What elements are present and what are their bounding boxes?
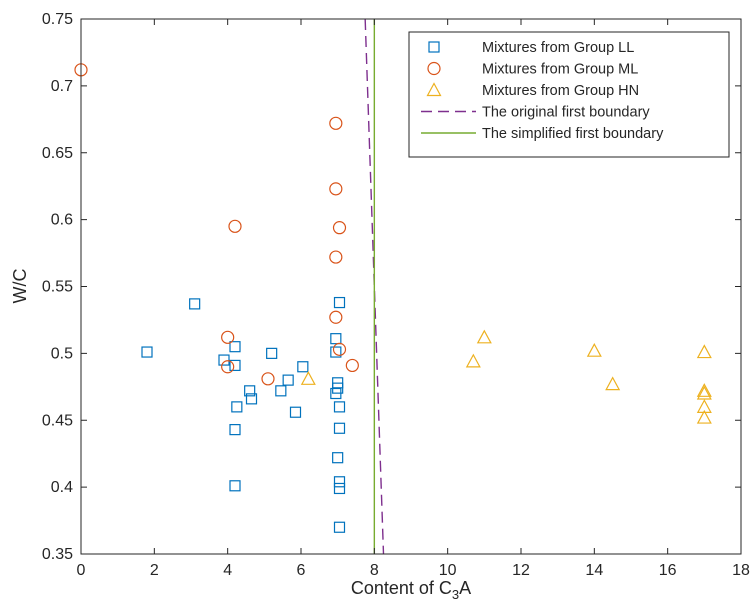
y-axis-title: W/C xyxy=(10,269,30,304)
data-point-s2-7 xyxy=(329,182,343,196)
data-point-s1-17 xyxy=(330,346,342,358)
data-point-s3-4 xyxy=(586,342,602,357)
x-tick-label: 10 xyxy=(439,562,457,579)
x-tick-label: 14 xyxy=(585,562,603,579)
y-tick-label: 0.4 xyxy=(51,479,73,496)
data-point-s1-10 xyxy=(245,393,258,405)
y-tick-label: 0.35 xyxy=(42,546,73,563)
data-point-s3-1 xyxy=(300,371,316,385)
y-tick-label: 0.6 xyxy=(51,212,73,229)
y-tick-label: 0.55 xyxy=(42,279,73,296)
y-tick-label: 0.5 xyxy=(51,345,73,362)
data-point-s2-10 xyxy=(329,310,343,324)
data-point-s1-5 xyxy=(229,341,241,353)
data-point-s2-5 xyxy=(261,372,275,386)
data-point-s1-27 xyxy=(333,521,346,533)
data-point-s1-25 xyxy=(333,476,346,488)
x-tick-label: 4 xyxy=(223,562,232,579)
legend-symbol-2 xyxy=(427,61,441,76)
data-point-s1-11 xyxy=(266,347,278,359)
data-point-s1-9 xyxy=(244,385,256,397)
data-point-s3-5 xyxy=(605,376,621,391)
data-point-s2-9 xyxy=(329,250,343,264)
data-point-s3-8 xyxy=(696,385,712,400)
data-point-s1-12 xyxy=(275,385,287,397)
legend-label-4: The original first boundary xyxy=(482,105,650,121)
data-point-s1-3 xyxy=(218,354,230,366)
legend-label-1: Mixtures from Group LL xyxy=(482,40,634,56)
y-tick-label: 0.65 xyxy=(42,145,73,162)
data-point-s1-16 xyxy=(330,333,342,345)
data-point-s2-11 xyxy=(332,342,347,356)
data-point-s1-22 xyxy=(333,401,346,413)
data-point-s1-23 xyxy=(333,422,346,434)
legend: Mixtures from Group LL Mixtures from Grou… xyxy=(408,31,730,158)
axis-ticks: 0 2 4 6 8 10 12 14 16 18 0.35 0.4 0.45 0.5 0.55 0.6 0.65… xyxy=(42,11,750,579)
data-point-s3-9 xyxy=(696,399,712,413)
chart-marks xyxy=(74,18,712,555)
x-tick-label: 2 xyxy=(150,562,159,579)
data-point-s3-2 xyxy=(465,353,481,368)
data-point-s2-6 xyxy=(329,116,343,130)
x-axis-title-subscript: 3 xyxy=(452,587,459,602)
data-point-s1-24 xyxy=(332,452,344,464)
data-point-s1-13 xyxy=(282,374,294,386)
data-point-s2-3 xyxy=(221,330,235,344)
y-tick-label: 0.75 xyxy=(42,11,73,28)
data-point-s1-7 xyxy=(229,424,241,436)
legend-label-5: The simplified first boundary xyxy=(482,126,664,142)
boundary-line-1 xyxy=(364,18,385,555)
data-point-s1-15 xyxy=(297,361,309,373)
data-point-s1-2 xyxy=(189,298,201,310)
legend-symbol-3 xyxy=(426,82,442,97)
y-tick-label: 0.45 xyxy=(42,412,73,429)
data-point-s3-10 xyxy=(696,409,712,424)
x-tick-label: 0 xyxy=(77,562,86,579)
data-point-s1-20 xyxy=(330,387,342,400)
data-point-s3-7 xyxy=(696,383,712,397)
data-point-s2-8 xyxy=(332,221,347,235)
data-point-s3-3 xyxy=(476,329,492,344)
legend-label-2: Mixtures from Group ML xyxy=(482,62,638,78)
data-point-s2-4 xyxy=(221,360,235,374)
data-point-s2-2 xyxy=(228,219,242,233)
data-point-s1-21 xyxy=(333,296,346,309)
x-axis-title-suffix: A xyxy=(459,578,471,598)
data-point-s2-12 xyxy=(345,358,359,373)
x-tick-label: 12 xyxy=(512,562,530,579)
x-axis-title: Content of C3A xyxy=(351,578,471,602)
x-axis-title-main: Content of C xyxy=(351,578,452,598)
data-point-s1-8 xyxy=(229,480,241,492)
legend-label-3: Mixtures from Group HN xyxy=(482,83,639,99)
data-point-s1-6 xyxy=(231,401,243,413)
x-tick-label: 18 xyxy=(732,562,750,579)
legend-symbol-1 xyxy=(428,41,440,53)
data-point-s1-14 xyxy=(289,406,302,418)
legend-box xyxy=(408,31,730,158)
y-tick-label: 0.7 xyxy=(51,78,73,95)
data-point-s3-6 xyxy=(696,344,712,359)
data-point-s1-4 xyxy=(229,359,241,372)
x-tick-label: 6 xyxy=(297,562,306,579)
x-tick-label: 8 xyxy=(370,562,379,579)
data-point-s1-26 xyxy=(333,482,346,495)
x-tick-label: 16 xyxy=(659,562,677,579)
data-point-s1-1 xyxy=(141,346,153,358)
